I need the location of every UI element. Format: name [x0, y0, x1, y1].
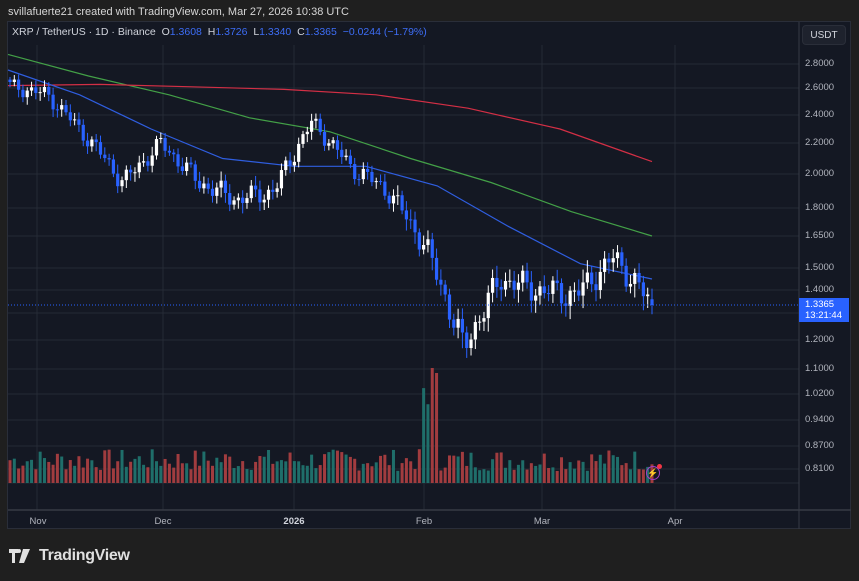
- price-tick-label: 1.8000: [805, 202, 835, 213]
- chart-credit: svillafuerte21 created with TradingView.…: [8, 6, 349, 18]
- open-value: 1.3608: [169, 26, 202, 38]
- price-tick-label: 2.6000: [805, 82, 835, 93]
- tradingview-logo: TradingView: [9, 547, 130, 565]
- last-price-label: 1.3365 13:21:44: [799, 298, 849, 322]
- symbol-legend: XRP / TetherUS · 1D · Binance O1.3608 H1…: [12, 26, 427, 38]
- last-price-value: 1.3365: [805, 299, 835, 310]
- price-tick-label: 2.2000: [805, 137, 835, 148]
- price-tick-label: 0.9400: [805, 414, 835, 425]
- currency-button[interactable]: USDT: [802, 25, 846, 45]
- price-tick-label: 2.0000: [805, 168, 835, 179]
- lightning-alert-icon[interactable]: ⚡: [646, 464, 662, 480]
- price-tick-label: 1.1000: [805, 363, 835, 374]
- price-tick-label: 0.8700: [805, 440, 835, 451]
- price-tick-label: 1.2000: [805, 334, 835, 345]
- brand-name: TradingView: [39, 547, 130, 564]
- symbol-title[interactable]: XRP / TetherUS · 1D · Binance: [12, 26, 156, 38]
- bar-countdown: 13:21:44: [805, 310, 842, 321]
- notification-dot: [657, 464, 662, 469]
- close-value: 1.3365: [304, 26, 337, 38]
- low-value: 1.3340: [259, 26, 292, 38]
- price-tick-label: 2.8000: [805, 58, 835, 69]
- time-tick-label: Dec: [154, 516, 172, 527]
- time-tick-label: 2026: [283, 516, 305, 527]
- time-tick-label: Mar: [533, 516, 551, 527]
- time-tick-label: Apr: [667, 516, 683, 527]
- change-value: −0.0244 (−1.79%): [342, 26, 427, 38]
- price-tick-label: 1.5000: [805, 262, 835, 273]
- price-tick-label: 1.0200: [805, 388, 835, 399]
- tradingview-logo-icon: [9, 549, 30, 563]
- price-tick-label: 1.4000: [805, 284, 835, 295]
- high-value: 1.3726: [215, 26, 248, 38]
- price-tick-label: 0.8100: [805, 463, 835, 474]
- price-tick-label: 1.6500: [805, 230, 835, 241]
- time-tick-label: Feb: [415, 516, 433, 527]
- time-tick-label: Nov: [29, 516, 47, 527]
- price-tick-label: 2.4000: [805, 109, 835, 120]
